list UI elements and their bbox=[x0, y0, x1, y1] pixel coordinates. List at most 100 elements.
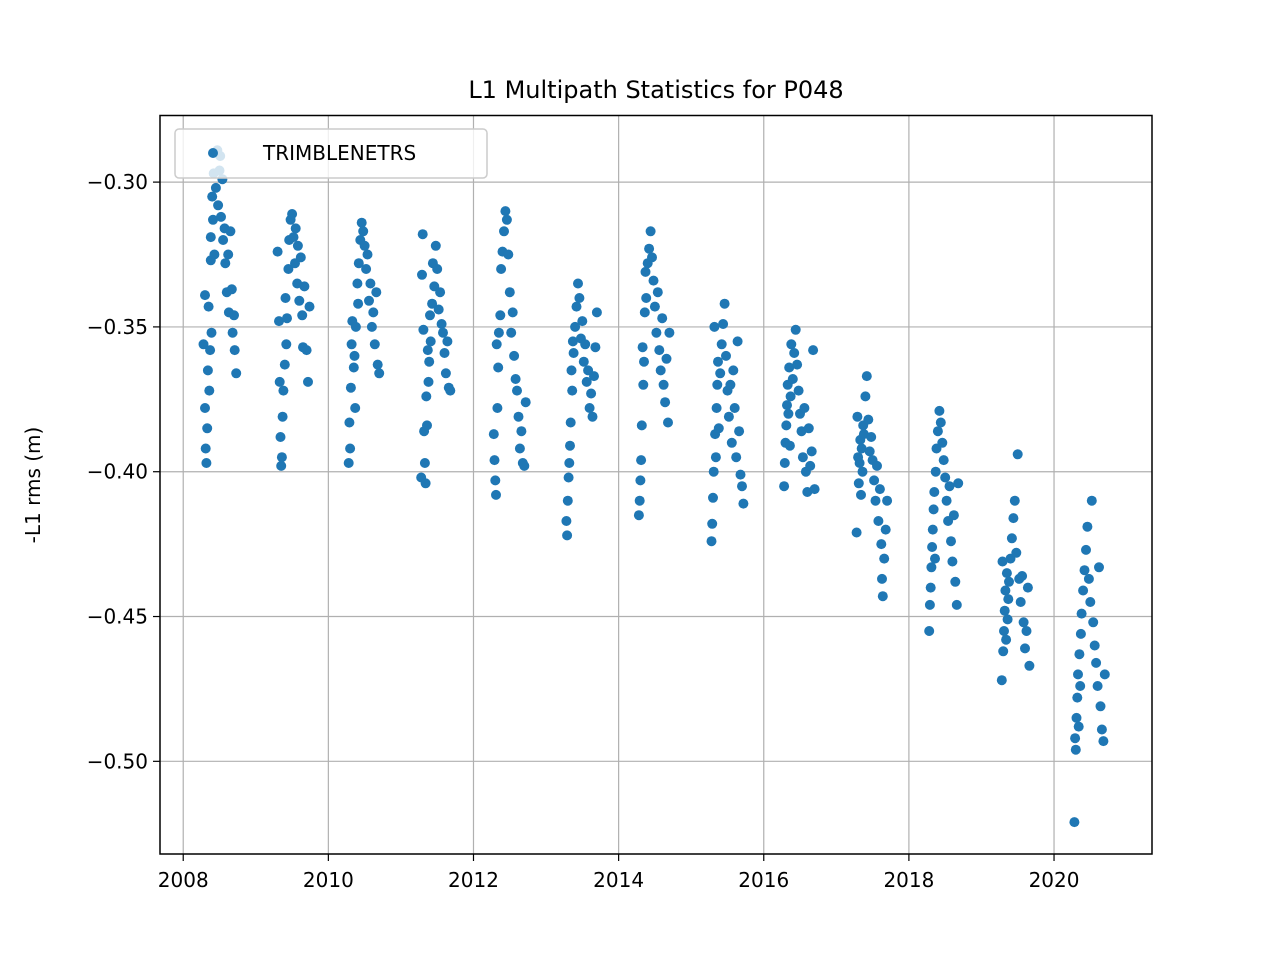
data-point bbox=[1078, 585, 1089, 596]
data-point bbox=[663, 417, 673, 428]
data-point bbox=[1096, 724, 1107, 735]
data-point bbox=[934, 405, 945, 416]
data-point bbox=[808, 345, 819, 356]
data-point bbox=[852, 411, 863, 422]
data-point bbox=[356, 217, 367, 228]
data-point bbox=[427, 298, 438, 309]
data-point bbox=[422, 420, 432, 431]
data-point bbox=[590, 342, 601, 353]
y-tick-label: −0.35 bbox=[87, 315, 148, 339]
data-point bbox=[1001, 568, 1012, 579]
data-point bbox=[438, 327, 448, 338]
y-tick-label: −0.45 bbox=[87, 605, 148, 629]
data-point bbox=[504, 287, 515, 298]
data-point bbox=[999, 605, 1010, 616]
data-point bbox=[735, 469, 746, 480]
data-point bbox=[1085, 597, 1096, 607]
data-point bbox=[1024, 660, 1035, 671]
data-point bbox=[496, 264, 507, 274]
data-point bbox=[737, 481, 747, 492]
data-point bbox=[490, 475, 501, 486]
data-point bbox=[288, 232, 299, 243]
data-point bbox=[512, 385, 522, 396]
data-point bbox=[927, 542, 938, 552]
data-point bbox=[950, 576, 961, 587]
data-point bbox=[728, 365, 739, 376]
data-point bbox=[283, 264, 294, 274]
data-point bbox=[1075, 628, 1086, 639]
data-point bbox=[706, 536, 717, 547]
data-point bbox=[491, 339, 502, 350]
data-point bbox=[738, 498, 749, 509]
data-point bbox=[278, 385, 289, 396]
data-point bbox=[1098, 736, 1109, 747]
data-point bbox=[586, 388, 597, 399]
data-point bbox=[947, 556, 958, 567]
data-point bbox=[785, 391, 796, 402]
data-point bbox=[272, 246, 283, 257]
data-point bbox=[1021, 626, 1032, 636]
data-point bbox=[634, 495, 645, 506]
data-point bbox=[422, 345, 433, 356]
data-point bbox=[651, 327, 662, 338]
data-point bbox=[568, 348, 579, 358]
data-point bbox=[857, 466, 868, 477]
data-point bbox=[562, 530, 573, 541]
data-point bbox=[998, 646, 1009, 657]
data-point bbox=[578, 356, 589, 367]
data-point bbox=[200, 443, 211, 454]
data-point bbox=[638, 379, 649, 390]
data-point bbox=[229, 345, 240, 356]
data-point bbox=[711, 403, 722, 413]
data-point bbox=[1022, 582, 1033, 593]
data-point bbox=[779, 481, 790, 492]
data-point bbox=[873, 516, 884, 526]
data-point bbox=[721, 350, 731, 361]
data-point bbox=[292, 240, 303, 251]
data-point bbox=[713, 356, 723, 367]
data-point bbox=[1073, 721, 1084, 732]
data-point bbox=[657, 313, 668, 324]
data-point bbox=[880, 524, 891, 535]
data-point bbox=[854, 458, 865, 468]
data-point bbox=[1095, 701, 1106, 712]
data-point bbox=[1070, 744, 1081, 755]
data-point bbox=[432, 264, 443, 274]
data-point bbox=[806, 446, 817, 457]
y-axis: −0.30 −0.35 −0.40 −0.45 −0.50 bbox=[87, 170, 160, 773]
data-point bbox=[205, 345, 216, 356]
data-point bbox=[564, 458, 575, 468]
data-point bbox=[781, 420, 792, 431]
data-point bbox=[352, 278, 363, 289]
data-point bbox=[797, 452, 808, 463]
data-point bbox=[709, 321, 720, 332]
data-point bbox=[201, 458, 212, 468]
data-point bbox=[290, 223, 301, 234]
data-point bbox=[493, 362, 504, 373]
data-point bbox=[573, 278, 583, 289]
data-point bbox=[718, 319, 729, 329]
data-point bbox=[577, 316, 588, 327]
data-point bbox=[362, 249, 373, 260]
data-point bbox=[1082, 521, 1093, 532]
data-point bbox=[648, 275, 659, 286]
data-point bbox=[996, 675, 1007, 686]
data-point bbox=[708, 466, 719, 477]
data-point bbox=[645, 226, 656, 237]
data-point bbox=[790, 324, 801, 335]
data-point bbox=[430, 240, 441, 251]
data-point bbox=[435, 287, 446, 298]
data-point bbox=[940, 472, 951, 483]
data-point bbox=[874, 484, 885, 495]
data-point bbox=[877, 573, 887, 584]
data-point bbox=[1086, 495, 1097, 506]
data-point bbox=[282, 313, 292, 324]
data-point bbox=[299, 281, 310, 292]
data-point bbox=[491, 489, 501, 500]
data-point bbox=[510, 374, 521, 384]
data-point bbox=[864, 446, 875, 457]
data-point bbox=[425, 336, 436, 347]
data-point bbox=[784, 362, 795, 373]
data-point bbox=[658, 379, 669, 390]
data-point bbox=[1071, 712, 1082, 723]
